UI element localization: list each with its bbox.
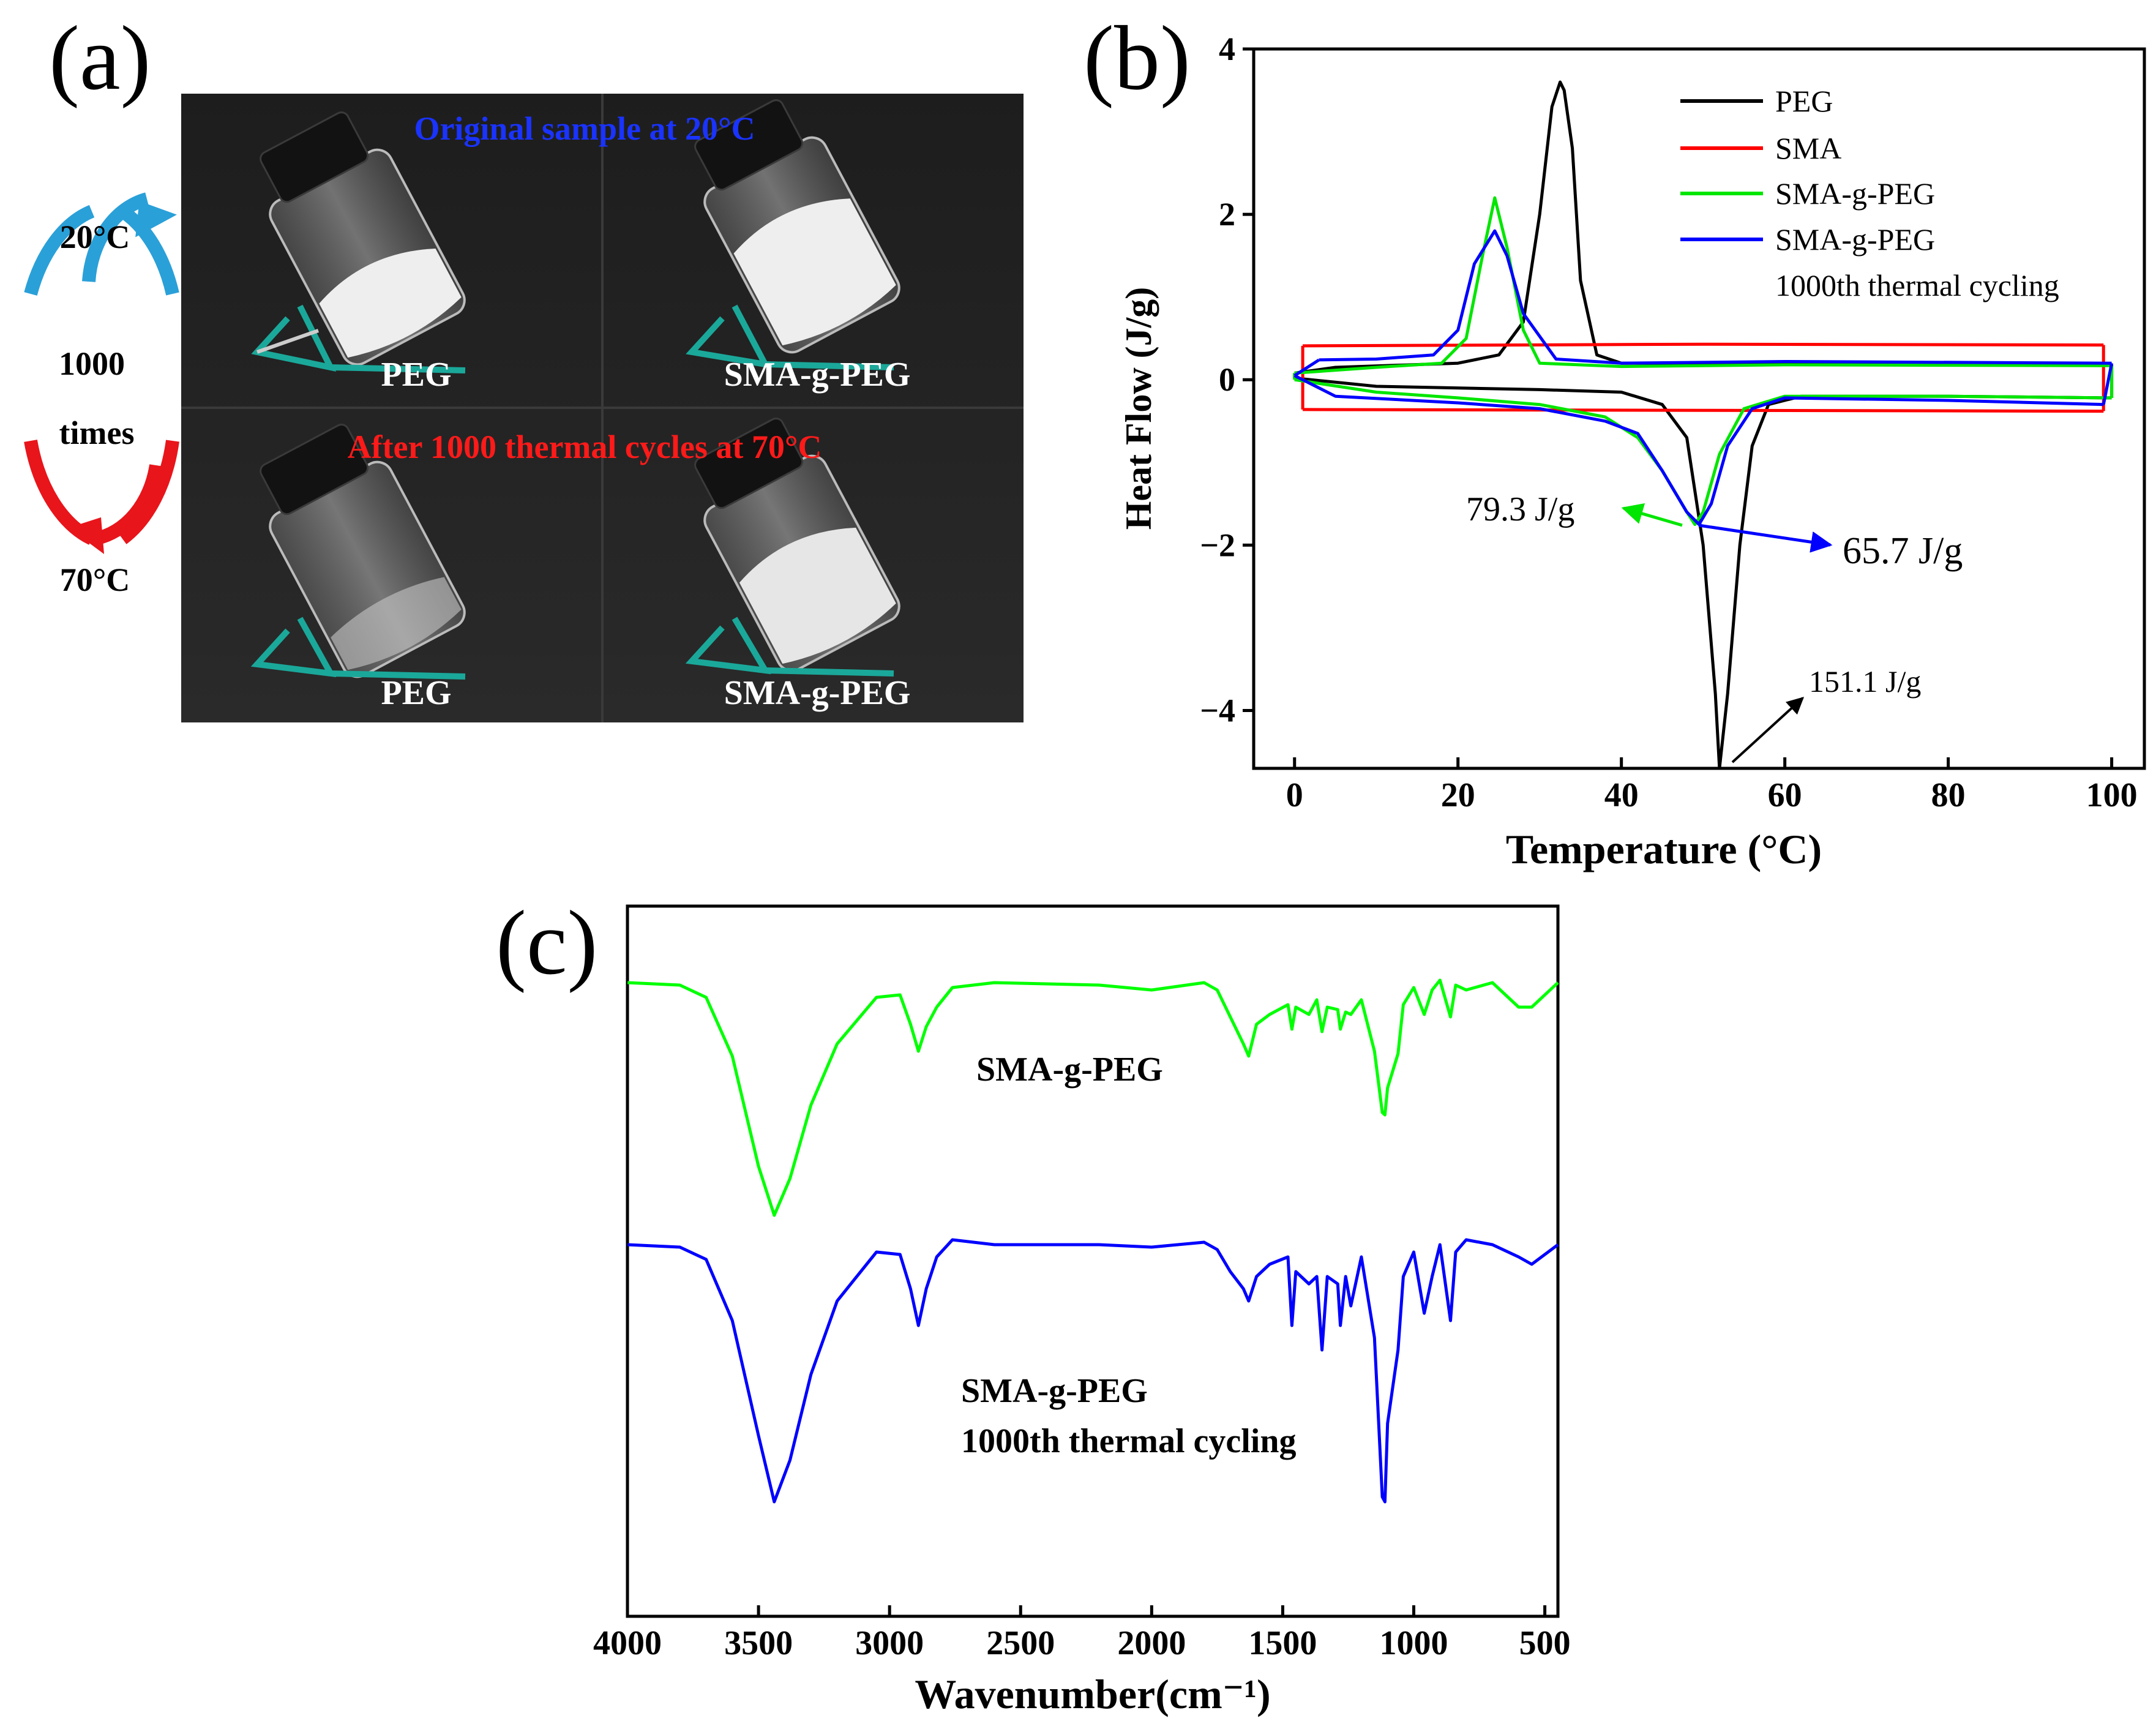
dsc-y-tick-label: −2 bbox=[1200, 527, 1235, 563]
cycle-arc-left-top bbox=[24, 204, 95, 296]
photo-sma-g-peg-cycled bbox=[685, 418, 900, 677]
dsc-x-tick-label: 0 bbox=[1286, 776, 1303, 814]
dsc-y-tick-label: 0 bbox=[1219, 361, 1235, 398]
cycle-arc-left-bottom bbox=[24, 440, 95, 545]
legend-label-sma-g-peg-cycled: SMA-g-PEG bbox=[1775, 222, 1935, 257]
ftir-x-tick-label: 500 bbox=[1519, 1624, 1571, 1662]
dsc-series-line bbox=[1319, 229, 2112, 365]
dsc-series-line bbox=[1293, 374, 2104, 527]
dsc-x-label: Temperature (°C) bbox=[1506, 826, 1822, 872]
cycle-arrow-up-icon bbox=[82, 192, 149, 282]
annotation-79-3-arrow bbox=[1621, 503, 1683, 527]
panel-c: (c) 4000 3500 3000 2500 2000 1500 1000 500 Wave… bbox=[496, 892, 1571, 1717]
annotation-151-1: 151.1 J/g bbox=[1809, 664, 1921, 699]
annotation-151-1-arrow bbox=[1731, 697, 1805, 763]
cycle-arc-right-top bbox=[118, 205, 179, 296]
panel-c-label: (c) bbox=[496, 892, 597, 994]
ftir-series-line bbox=[627, 1238, 1559, 1504]
annotation-79-3: 79.3 J/g bbox=[1466, 490, 1574, 528]
photo-label-sma-g-peg-original: SMA-g-PEG bbox=[724, 356, 911, 394]
cycle-count: 1000 bbox=[59, 345, 125, 382]
photo-bottom-title: After 1000 thermal cycles at 70°C bbox=[348, 429, 822, 465]
panel-b-label: (b) bbox=[1084, 7, 1191, 109]
dsc-series-loop-right bbox=[2102, 362, 2114, 405]
photo-label-peg-original: PEG bbox=[381, 356, 451, 394]
ftir-label-cycling: 1000th thermal cycling bbox=[961, 1422, 1296, 1460]
cycle-top-temp: 20°C bbox=[60, 219, 130, 255]
ftir-series-group bbox=[627, 978, 1559, 1504]
dsc-y-tick-label: 4 bbox=[1219, 31, 1235, 67]
dsc-x-tick-label: 80 bbox=[1931, 776, 1966, 814]
dsc-x-tick-label: 20 bbox=[1441, 776, 1475, 814]
ftir-x-label: Wavenumber(cm⁻¹) bbox=[915, 1671, 1270, 1717]
ftir-label-sma-g-peg: SMA-g-PEG bbox=[976, 1051, 1163, 1089]
dsc-plot-frame bbox=[1252, 47, 2146, 770]
thermal-cycle-indicator: 20°C 1000 times 70°C bbox=[24, 192, 179, 598]
dsc-series-line bbox=[1294, 80, 2112, 375]
legend-label-sma: SMA bbox=[1775, 131, 1841, 165]
ftir-x-tick-label: 3500 bbox=[724, 1624, 793, 1662]
legend-label-peg: PEG bbox=[1775, 84, 1833, 118]
dsc-series-loop-left bbox=[1293, 358, 1320, 377]
cycle-arrow-down-icon bbox=[93, 464, 163, 546]
legend-label-sma-g-peg: SMA-g-PEG bbox=[1775, 176, 1935, 211]
dsc-x-tick-label: 40 bbox=[1604, 776, 1639, 814]
panel-a: (a) 20°C 1000 times 70°C bbox=[24, 7, 1024, 722]
photo-peg-cycled bbox=[250, 424, 466, 680]
dsc-y-tick-label: 2 bbox=[1219, 196, 1235, 233]
dsc-legend: PEG SMA SMA-g-PEG SMA-g-PEG 1000th therm… bbox=[1680, 84, 2059, 302]
dsc-x-tick-label: 60 bbox=[1768, 776, 1802, 814]
dsc-y-label: Heat Flow (J/g) bbox=[1118, 287, 1159, 530]
cycle-bottom-temp: 70°C bbox=[60, 561, 130, 598]
dsc-series-line bbox=[1303, 342, 2104, 348]
photo-peg-original bbox=[251, 111, 466, 373]
cycle-unit: times bbox=[59, 414, 135, 451]
dsc-x-tick-label: 100 bbox=[2086, 776, 2138, 814]
cycle-arc-right-bottom bbox=[118, 440, 179, 544]
annotation-65-7: 65.7 J/g bbox=[1843, 530, 1963, 572]
photo-top-title: Original sample at 20°C bbox=[414, 110, 755, 147]
photo-label-peg-cycled: PEG bbox=[381, 674, 451, 712]
annotation-65-7-arrow bbox=[1698, 523, 1833, 553]
dsc-series-line bbox=[1294, 377, 2112, 770]
dsc-y-axis: −4 −2 0 2 4 bbox=[1200, 31, 1254, 729]
photo-sma-g-peg-original bbox=[686, 99, 900, 370]
panel-a-label: (a) bbox=[49, 7, 151, 109]
dsc-x-axis: 0 20 40 60 80 100 bbox=[1286, 757, 2138, 814]
photo-mosaic: Original sample at 20°C After 1000 therm… bbox=[181, 94, 1024, 722]
dsc-annotations: 79.3 J/g 65.7 J/g 151.1 J/g bbox=[1466, 490, 1963, 763]
ftir-x-tick-label: 4000 bbox=[593, 1624, 662, 1662]
ftir-series-line bbox=[627, 978, 1559, 1217]
dsc-y-tick-label: −4 bbox=[1200, 692, 1235, 729]
dsc-series-group bbox=[1293, 80, 2114, 770]
ftir-x-tick-label: 1000 bbox=[1380, 1624, 1448, 1662]
ftir-x-axis: 4000 3500 3000 2500 2000 1500 1000 500 bbox=[593, 1605, 1571, 1662]
ftir-x-tick-label: 2500 bbox=[986, 1624, 1055, 1662]
panel-b: (b) 0 20 40 60 80 100 −4 −2 0 2 4 Temperature (°C… bbox=[1084, 7, 2146, 872]
photo-label-sma-g-peg-cycled: SMA-g-PEG bbox=[724, 674, 911, 712]
ftir-x-tick-label: 1500 bbox=[1248, 1624, 1317, 1662]
ftir-x-tick-label: 2000 bbox=[1117, 1624, 1186, 1662]
ftir-label-sma-g-peg-cycled: SMA-g-PEG bbox=[961, 1372, 1148, 1410]
ftir-x-tick-label: 3000 bbox=[855, 1624, 924, 1662]
ftir-plot-frame bbox=[626, 904, 1560, 1618]
dsc-series-line bbox=[1303, 408, 2104, 413]
legend-label-extra: 1000th thermal cycling bbox=[1775, 268, 2059, 302]
dsc-series-line bbox=[1294, 196, 2112, 375]
